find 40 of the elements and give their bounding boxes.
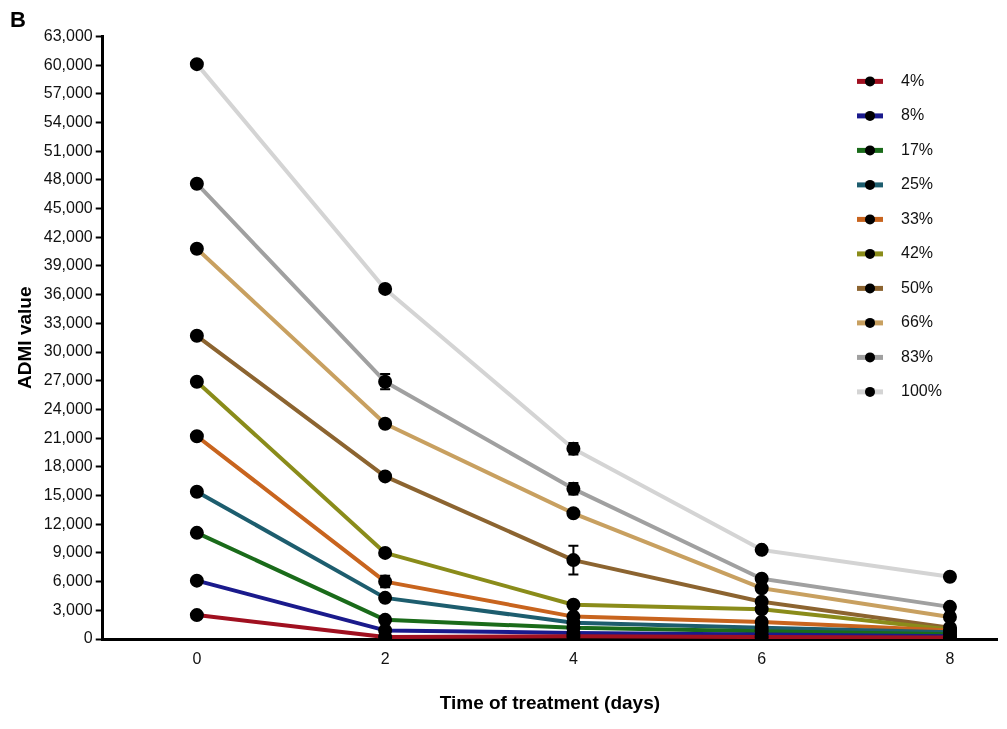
chart-title: B — [10, 7, 26, 33]
legend-label: 33% — [901, 209, 934, 227]
y-tick-label: 54,000 — [43, 112, 93, 130]
x-axis-title: Time of treatment (days) — [439, 691, 661, 713]
y-tick-label: 30,000 — [43, 342, 93, 360]
x-tick-label: 6 — [757, 650, 767, 668]
y-tick-label: 15,000 — [43, 485, 93, 503]
legend-label: 100% — [901, 382, 942, 400]
y-tick-label: 12,000 — [43, 514, 93, 532]
y-tick-label: 42,000 — [43, 227, 93, 245]
y-tick-label: 48,000 — [43, 170, 93, 188]
x-tick-label: 8 — [945, 650, 955, 668]
legend-label: 50% — [901, 278, 934, 296]
y-tick-label: 63,000 — [43, 26, 93, 44]
y-tick-label: 3,000 — [52, 600, 93, 618]
y-tick-label: 45,000 — [43, 198, 93, 216]
y-tick-label: 60,000 — [43, 55, 93, 73]
x-tick-label: 4 — [568, 650, 578, 668]
legend-label: 42% — [901, 244, 934, 262]
y-tick-label: 21,000 — [43, 428, 93, 446]
legend-label: 8% — [901, 106, 925, 124]
y-tick-label: 9,000 — [52, 543, 93, 561]
legend-label: 66% — [901, 313, 934, 331]
y-tick-label: 6,000 — [52, 572, 93, 590]
legend-label: 17% — [901, 140, 934, 158]
y-tick-label: 36,000 — [43, 285, 93, 303]
y-tick-label: 33,000 — [43, 313, 93, 331]
y-tick-label: 57,000 — [43, 84, 93, 102]
legend-label: 4% — [901, 71, 925, 89]
y-tick-label: 27,000 — [43, 371, 93, 389]
legend-label: 25% — [901, 175, 934, 193]
x-tick-label: 2 — [380, 650, 390, 668]
y-tick-label: 51,000 — [43, 141, 93, 159]
legend-label: 83% — [901, 347, 934, 365]
y-axis-title: ADMI value — [13, 286, 35, 389]
x-tick-label: 0 — [192, 650, 202, 668]
y-tick-label: 39,000 — [43, 256, 93, 274]
y-tick-label: 24,000 — [43, 399, 93, 417]
y-tick-label: 18,000 — [43, 457, 93, 475]
y-tick-label: 0 — [83, 629, 93, 647]
